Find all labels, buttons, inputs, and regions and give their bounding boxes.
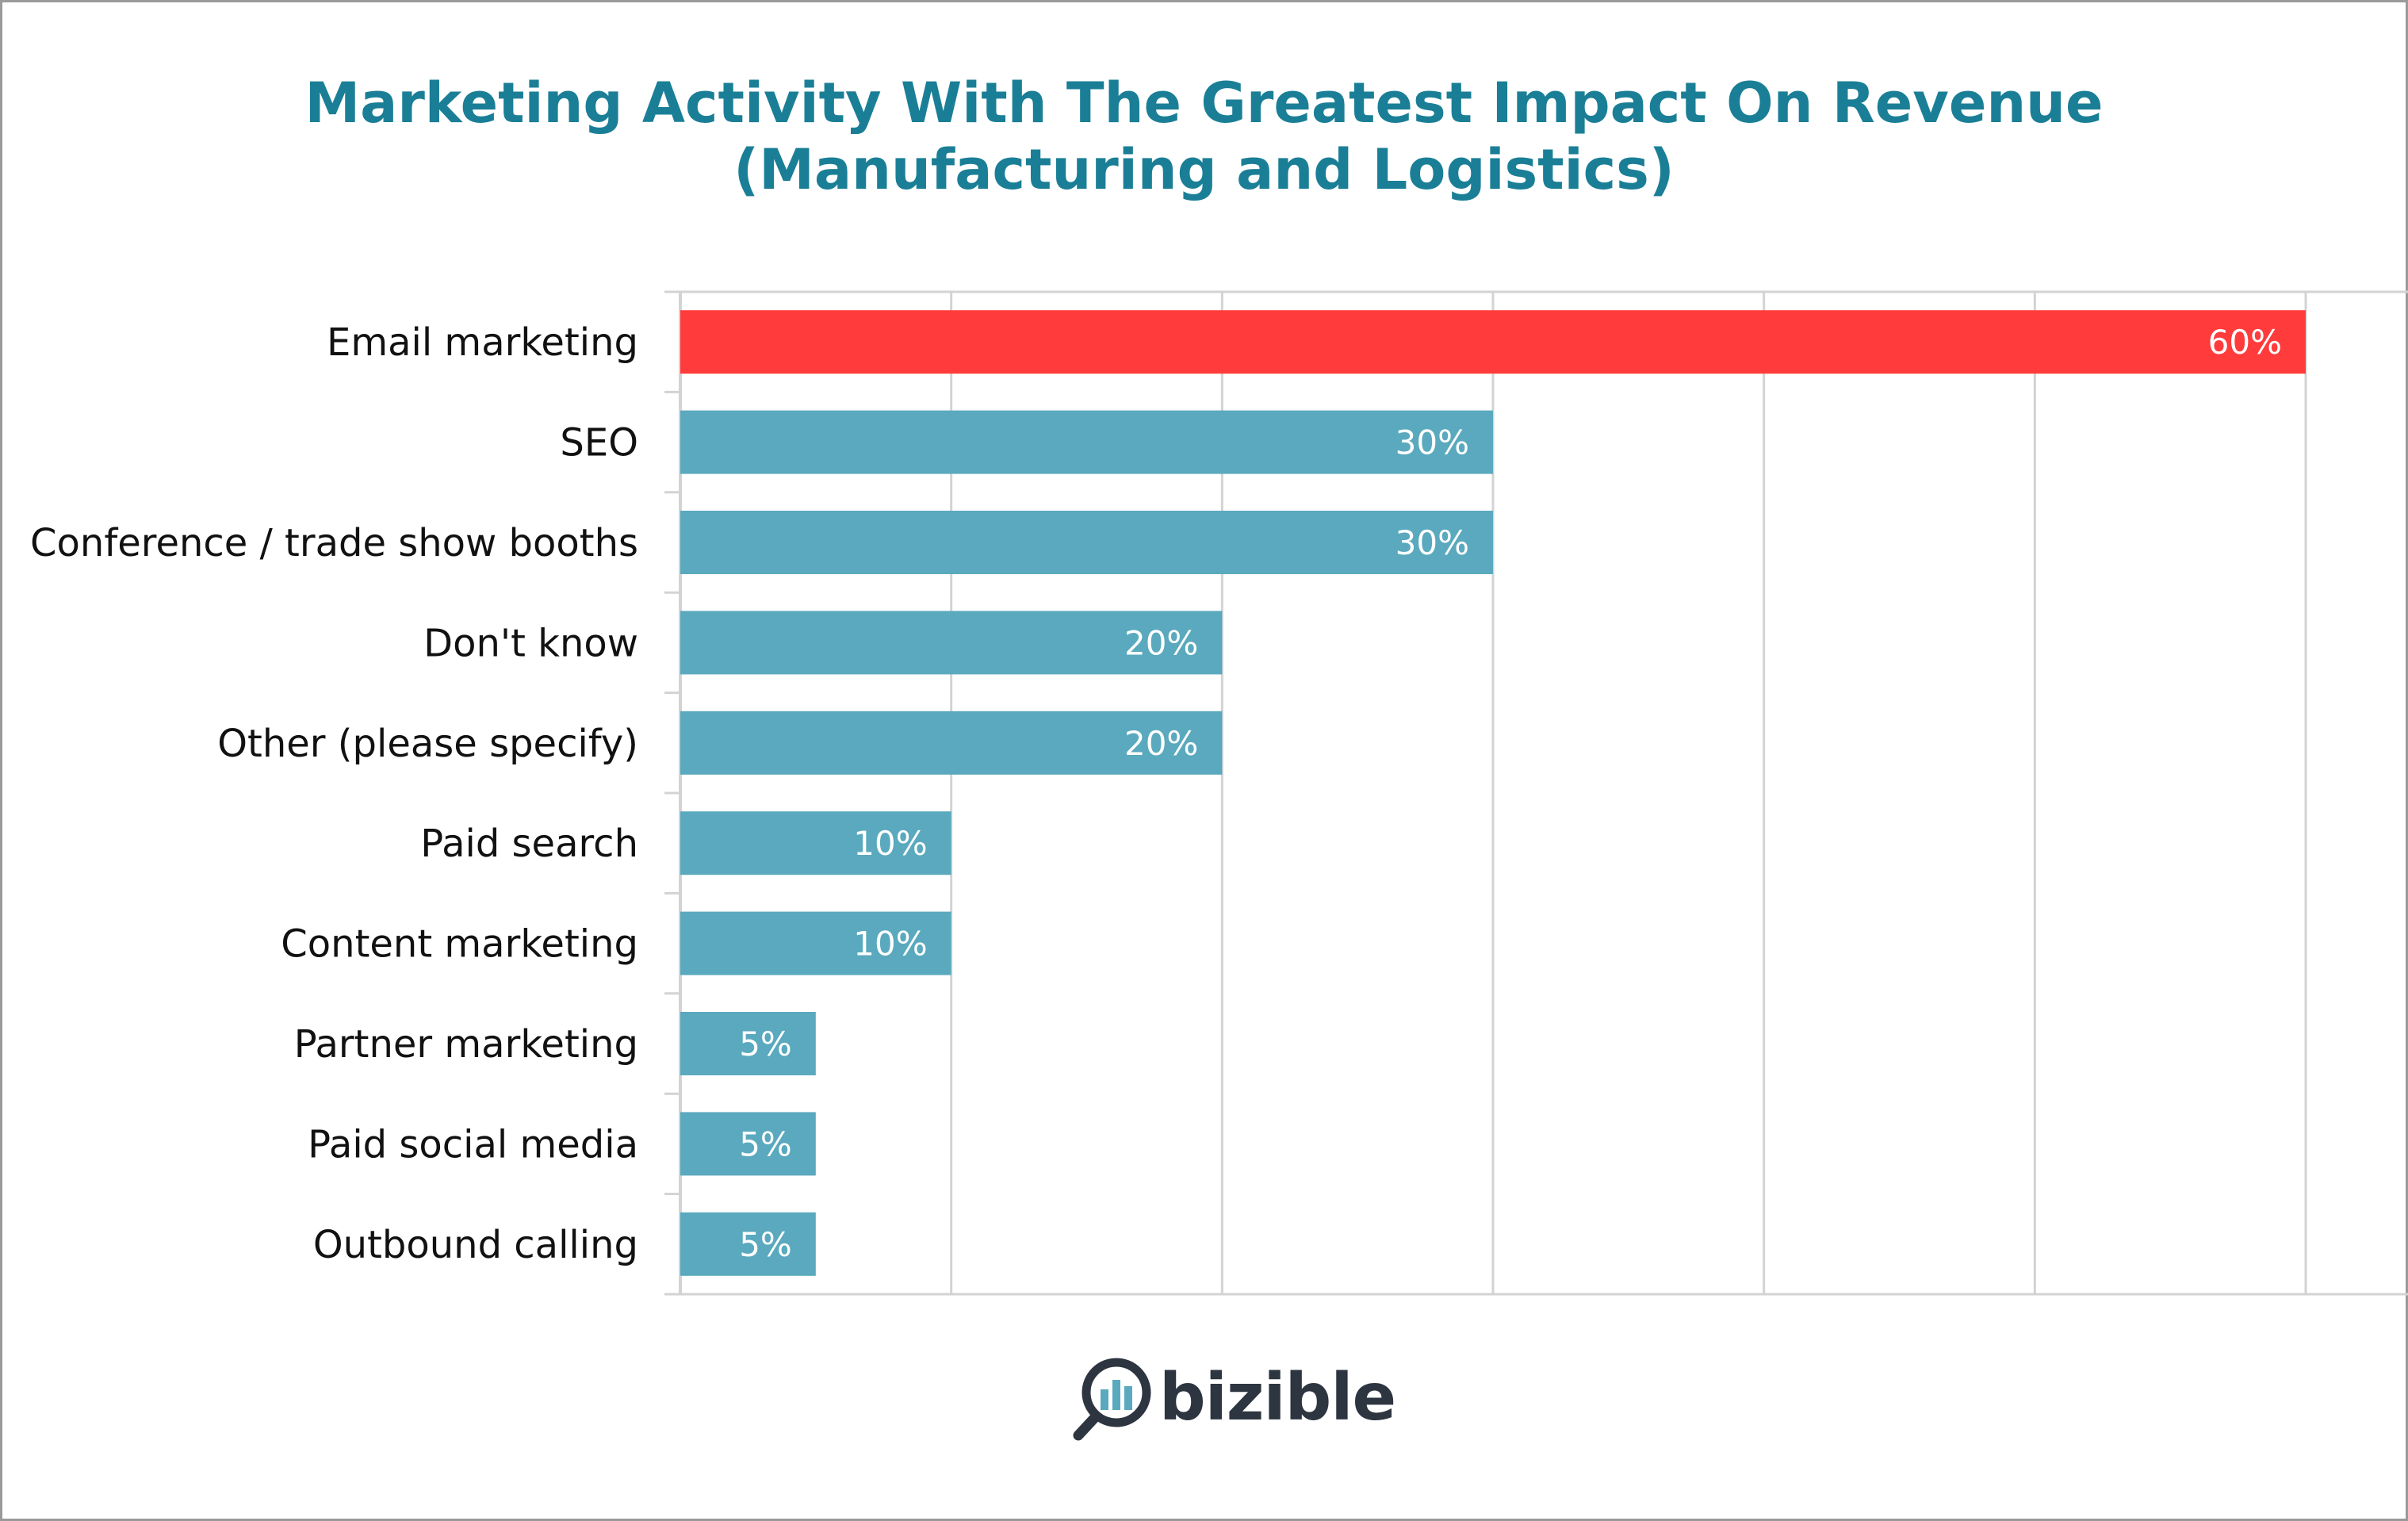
magnifier-bar-chart-icon <box>1073 1358 1151 1441</box>
bar <box>680 911 951 975</box>
category-label: Paid social media <box>308 1122 638 1167</box>
title-line-1: Marketing Activity With The Greatest Imp… <box>304 71 2104 136</box>
category-label: Other (please specify) <box>217 722 638 766</box>
value-label: 10% <box>853 925 927 964</box>
category-label: Conference / trade show booths <box>30 521 638 565</box>
bizible-logo: bizible <box>1070 1354 1396 1450</box>
value-label: 60% <box>2208 323 2282 362</box>
category-label: Don't know <box>423 621 638 665</box>
value-label: 30% <box>1395 423 1469 462</box>
bar <box>680 1212 816 1276</box>
bar <box>680 611 1223 675</box>
bar <box>680 310 2306 374</box>
bar <box>680 811 951 875</box>
brand-name: bizible <box>1159 1360 1396 1435</box>
category-label: Paid search <box>420 822 638 866</box>
value-label: 5% <box>739 1124 792 1163</box>
bar <box>680 1012 816 1075</box>
bar <box>680 410 1493 474</box>
bar <box>680 711 1223 775</box>
value-label: 5% <box>739 1025 792 1063</box>
value-label: 30% <box>1395 523 1469 562</box>
category-label: Email marketing <box>327 320 638 365</box>
category-label: Partner marketing <box>294 1022 638 1067</box>
title-line-2: (Manufacturing and Logistics) <box>733 137 1675 202</box>
value-label: 20% <box>1124 724 1198 763</box>
value-label: 20% <box>1124 623 1198 662</box>
category-label: Content marketing <box>281 922 638 967</box>
category-label: SEO <box>560 421 638 465</box>
chart-title: Marketing Activity With The Greatest Imp… <box>0 70 2408 203</box>
value-label: 5% <box>739 1225 792 1264</box>
bar <box>680 1112 816 1176</box>
value-label: 10% <box>853 824 927 863</box>
category-label: Outbound calling <box>313 1223 638 1267</box>
bar <box>680 511 1493 574</box>
